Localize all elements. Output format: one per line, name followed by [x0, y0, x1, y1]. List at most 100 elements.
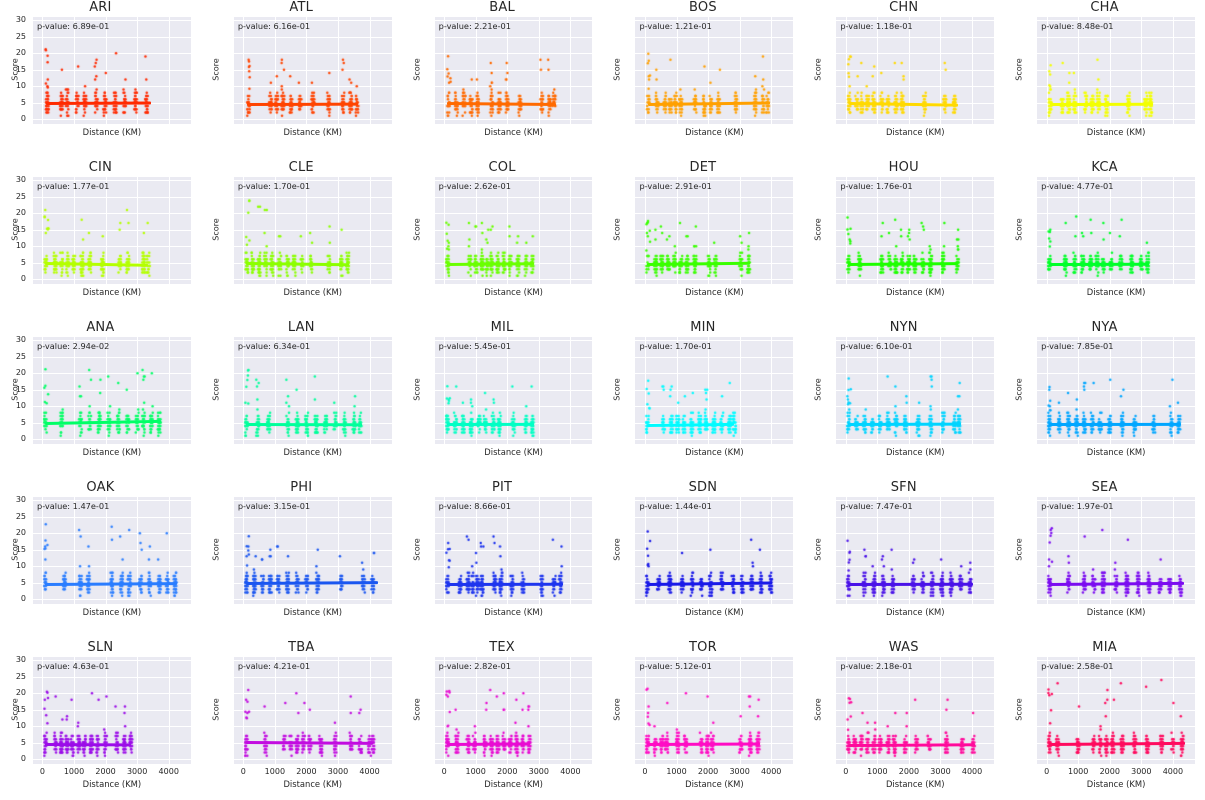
plot-area	[836, 497, 995, 604]
y-axis-label: Score	[612, 57, 622, 81]
y-axis-label: Score	[412, 217, 422, 241]
x-tick-label: 3000	[930, 767, 951, 776]
x-tick-label: 0	[1044, 767, 1050, 776]
y-tick-label: 0	[20, 754, 26, 764]
subplot-mia: MIA p-value: 2.58e-01 Score Distance (KM) 0 1…	[1004, 640, 1205, 800]
scatter-points	[233, 657, 392, 764]
y-axis-label: Score	[211, 57, 221, 81]
plot-area	[1037, 337, 1195, 444]
y-tick-label: 30	[15, 15, 26, 25]
x-tick-label: 4000	[359, 767, 380, 776]
x-axis-label: Distance (KM)	[484, 607, 543, 617]
scatter-points	[1037, 657, 1195, 764]
scatter-points	[33, 657, 191, 764]
scatter-points	[33, 337, 191, 444]
pvalue-annotation: p-value: 3.15e-01	[237, 501, 311, 511]
scatter-points	[434, 177, 593, 284]
regression-line	[848, 422, 962, 426]
y-tick-label: 20	[15, 528, 26, 538]
x-axis-label: Distance (KM)	[1086, 287, 1146, 297]
pvalue-annotation: p-value: 2.94e-02	[37, 341, 110, 351]
y-tick-label: 25	[15, 671, 26, 681]
y-tick-label: 10	[15, 721, 26, 731]
subplot-pit: PIT p-value: 8.66e-01 Score Distance (KM)	[402, 480, 603, 640]
plot-area	[1037, 497, 1195, 604]
regression-line	[446, 423, 535, 426]
y-tick-label: 25	[15, 511, 26, 521]
x-axis-label: Distance (KM)	[283, 287, 343, 297]
pvalue-annotation: p-value: 1.76e-01	[840, 181, 913, 191]
subplot-col: COL p-value: 2.62e-01 Score Distance (KM)	[402, 160, 603, 320]
subplot-title: NYA	[1091, 320, 1118, 335]
plot-area	[233, 177, 392, 284]
scatter-points	[635, 17, 794, 124]
subplot-cha: CHA p-value: 8.48e-01 Score Distance (KM)	[1004, 0, 1205, 160]
subplot-oak: OAK p-value: 1.47e-01 Score Distance (KM) 0 5…	[0, 480, 201, 640]
plot-area	[635, 497, 794, 604]
plot-area	[33, 657, 191, 764]
subplot-title: TEX	[489, 640, 515, 655]
regression-line	[1049, 102, 1153, 106]
y-tick-label: 30	[15, 495, 26, 505]
plot-area	[635, 337, 794, 444]
y-tick-label: 0	[20, 594, 26, 604]
scatter-points	[233, 337, 392, 444]
y-axis-label: Score	[412, 537, 422, 561]
scatter-points	[635, 497, 794, 604]
x-axis-label: Distance (KM)	[82, 447, 142, 457]
pvalue-annotation: p-value: 5.45e-01	[438, 341, 511, 351]
x-tick-label: 0	[441, 767, 447, 776]
regression-line	[848, 582, 974, 586]
x-tick-label: 4000	[961, 767, 983, 776]
x-tick-label: 3000	[327, 767, 349, 776]
pvalue-annotation: p-value: 7.85e-01	[1041, 341, 1114, 351]
y-tick-label: 0	[20, 114, 26, 124]
subplot-sfn: SFN p-value: 7.47e-01 Score Distance (KM)	[803, 480, 1004, 640]
y-tick-label: 15	[15, 64, 26, 74]
scatter-points	[635, 657, 794, 764]
x-axis-label: Distance (KM)	[885, 287, 945, 297]
plot-area	[434, 497, 593, 604]
pvalue-annotation: p-value: 1.70e-01	[639, 341, 712, 351]
x-axis-label: Distance (KM)	[685, 447, 744, 457]
subplot-title: BAL	[489, 0, 515, 15]
subplot-title: ATL	[289, 0, 314, 15]
y-tick-label: 10	[15, 401, 26, 411]
x-tick-label: 3000	[126, 767, 148, 776]
y-axis-label: Score	[211, 377, 221, 401]
x-axis-label: Distance (KM)	[685, 127, 744, 137]
scatter-points	[434, 657, 593, 764]
regression-line	[44, 742, 132, 746]
scatter-points	[836, 177, 995, 284]
x-axis-label: Distance (KM)	[283, 607, 343, 617]
pvalue-annotation: p-value: 2.91e-01	[639, 181, 712, 191]
plot-area	[434, 337, 593, 444]
plot-area	[635, 17, 794, 124]
subplot-title: WAS	[888, 640, 919, 655]
scatter-points	[1037, 337, 1195, 444]
pvalue-annotation: p-value: 1.70e-01	[237, 181, 311, 191]
pvalue-annotation: p-value: 1.97e-01	[1041, 501, 1114, 511]
subplot-sln: SLN p-value: 4.63e-01 Score Distance (KM) 0 5…	[0, 640, 201, 800]
scatter-points	[434, 497, 593, 604]
x-tick-label: 1000	[867, 767, 888, 776]
y-axis-label: Score	[1014, 697, 1024, 721]
plot-area	[434, 177, 593, 284]
subplot-lan: LAN p-value: 6.34e-01 Score Distance (KM)	[201, 320, 402, 480]
subplot-det: DET p-value: 2.91e-01 Score Distance (KM)	[602, 160, 803, 320]
x-axis-label: Distance (KM)	[1086, 779, 1146, 789]
pvalue-annotation: p-value: 1.77e-01	[37, 181, 110, 191]
x-tick-label: 0	[843, 767, 849, 776]
subplot-hou: HOU p-value: 1.76e-01 Score Distance (KM)	[803, 160, 1004, 320]
subplot-title: TBA	[288, 640, 315, 655]
y-tick-label: 5	[20, 257, 26, 267]
x-tick-label: 2000	[697, 767, 719, 776]
scatter-points	[33, 177, 191, 284]
plot-area	[233, 17, 392, 124]
y-tick-label: 5	[20, 417, 26, 427]
pvalue-annotation: p-value: 5.12e-01	[639, 661, 712, 671]
x-axis-label: Distance (KM)	[82, 779, 142, 789]
pvalue-annotation: p-value: 1.21e-01	[639, 21, 712, 31]
subplot-ana: ANA p-value: 2.94e-02 Score Distance (KM) 0 5…	[0, 320, 201, 480]
subplot-title: BOS	[689, 0, 717, 15]
